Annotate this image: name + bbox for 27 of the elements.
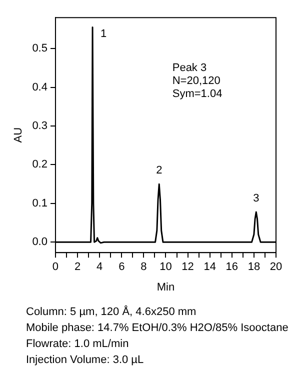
y-tick-label: 0.0: [32, 236, 48, 248]
x-tick-label: 2: [74, 261, 81, 274]
annotation: 2: [156, 164, 162, 177]
x-tick-label: 8: [140, 261, 147, 274]
y-tick-label: 0.3: [32, 120, 48, 132]
x-tick-label: 18: [248, 261, 260, 274]
y-tick-label: 0.2: [32, 158, 48, 171]
y-tick-label: 0.5: [32, 42, 48, 55]
text: Flowrate: 1.0 mL/min: [26, 337, 130, 352]
x-tick-label: 4: [96, 261, 103, 274]
x-tick-label: 0: [52, 261, 59, 274]
text: Injection Volume: 3.0 µL: [26, 353, 145, 368]
x-tick-label: 14: [204, 261, 216, 274]
text: Column: 5 µm, 120 Å, 4.6x250 mm: [26, 304, 198, 320]
annotation: 3: [253, 192, 260, 204]
text: Mobile phase: 14.7% EtOH/0.3% H2O/85% Isooctane: [26, 321, 290, 336]
x-tick-label: 20: [270, 261, 282, 274]
annotation: 1: [100, 28, 107, 40]
y-tick-label: 0.4: [32, 81, 48, 94]
y-axis-title: AU: [12, 127, 25, 143]
y-tick-label: 0.1: [32, 197, 48, 210]
x-tick-label: 6: [118, 261, 125, 274]
annotation: Peak 3 N=20,120 Sym=1.04: [172, 62, 222, 100]
x-tick-label: 16: [226, 261, 238, 274]
x-tick-label: 10: [160, 261, 172, 274]
x-tick-label: 12: [182, 261, 194, 274]
x-axis-title: Min: [156, 281, 175, 294]
